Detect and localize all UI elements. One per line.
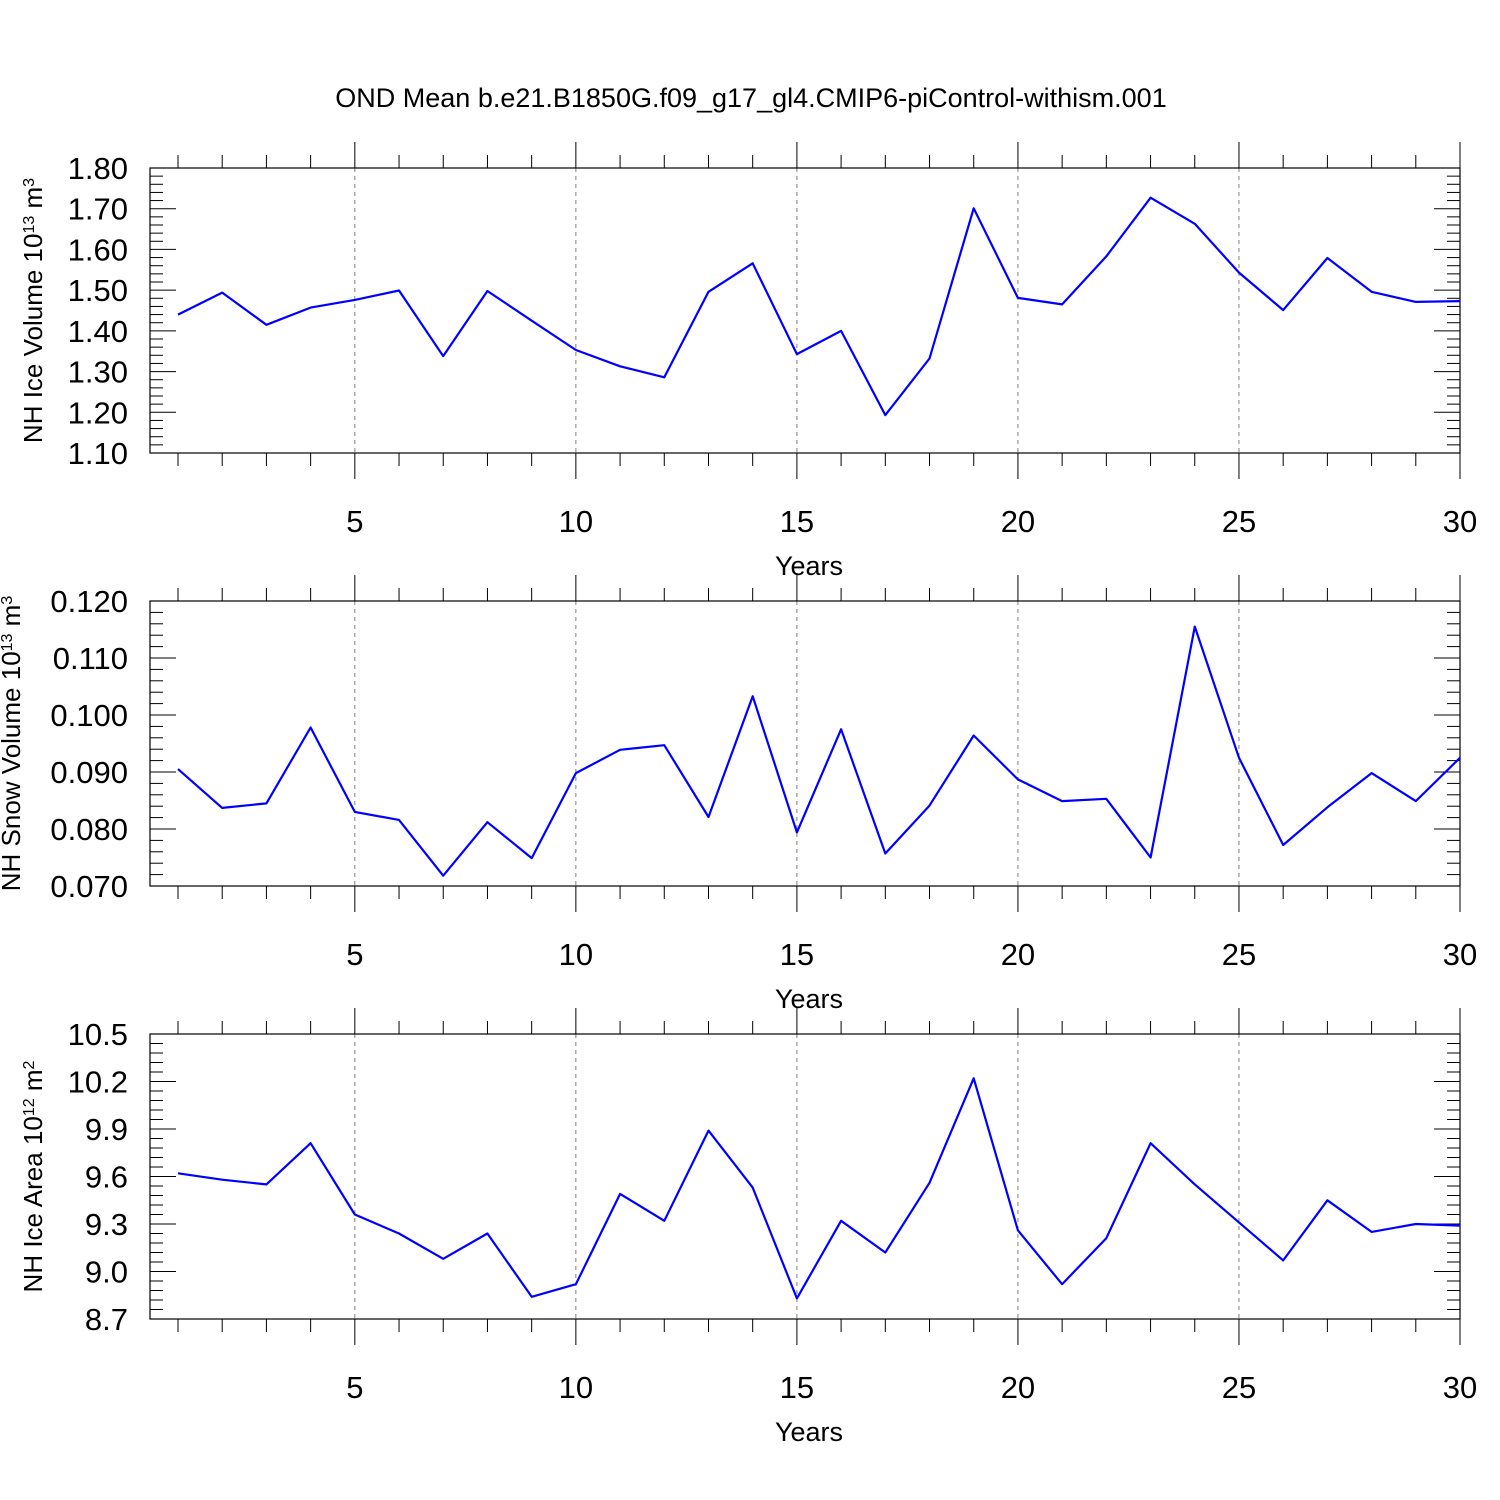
xtick-label: 20 <box>1001 1370 1035 1405</box>
xtick-label: 10 <box>559 1370 593 1405</box>
xtick-label: 25 <box>1222 504 1256 539</box>
y-axis-label-part: m <box>18 187 48 216</box>
plot-frame <box>149 1033 1461 1320</box>
y-axis-label: NH Snow Volume 1013 m3 <box>0 596 26 892</box>
y-axis-label: NH Ice Area 1012 m2 <box>18 1060 48 1292</box>
x-axis-label: Years <box>775 984 843 1014</box>
y-axis-label-superscript: 13 <box>0 633 16 651</box>
y-axis-label-part: NH Ice Volume 10 <box>18 234 48 444</box>
panel-snow-volume: 5 10 15 20 25 30 0.070 0.080 0.090 0.100 0.110 0.12… <box>0 575 1477 1014</box>
ytick-label: 1.40 <box>68 314 128 349</box>
series-line-ice-area <box>177 1077 1461 1300</box>
ytick-label: 10.5 <box>68 1017 128 1052</box>
ytick-label: 1.70 <box>68 192 128 227</box>
ytick-label: 8.7 <box>85 1302 128 1337</box>
ytick-label: 0.120 <box>50 584 128 619</box>
ytick-label: 1.30 <box>68 355 128 390</box>
ytick-label: 0.070 <box>50 869 128 904</box>
chart-title: OND Mean b.e21.B1850G.f09_g17_gl4.CMIP6-… <box>335 83 1166 113</box>
xtick-label: 30 <box>1443 937 1477 972</box>
y-axis-label-superscript: 12 <box>21 1098 38 1116</box>
xtick-label: 30 <box>1443 504 1477 539</box>
ytick-label: 9.6 <box>85 1160 128 1195</box>
ytick-label: 1.10 <box>68 436 128 471</box>
y-axis-label-superscript: 3 <box>21 178 38 187</box>
y-axis-label-part: m <box>18 1069 48 1098</box>
panel-ice-volume: 5 10 15 20 25 30 1.10 1.20 1.30 1.40 1.50 1.60 1.70 1… <box>18 142 1477 581</box>
ytick-label: 9.9 <box>85 1112 128 1147</box>
xtick-label: 5 <box>346 937 363 972</box>
y-axis-label-superscript: 13 <box>21 216 38 234</box>
ytick-label: 0.080 <box>50 812 128 847</box>
xtick-label: 15 <box>780 1370 814 1405</box>
xtick-label: 5 <box>346 504 363 539</box>
xtick-label: 15 <box>780 504 814 539</box>
ytick-label: 0.100 <box>50 698 128 733</box>
ytick-label: 9.3 <box>85 1207 128 1242</box>
ytick-label: 1.80 <box>68 151 128 186</box>
xtick-label: 10 <box>559 504 593 539</box>
xtick-label: 20 <box>1001 937 1035 972</box>
plot-frame <box>149 167 1461 454</box>
ytick-label: 1.60 <box>68 232 128 267</box>
x-axis-label: Years <box>775 1417 843 1447</box>
ytick-label: 9.0 <box>85 1255 128 1290</box>
x-axis-label: Years <box>775 551 843 581</box>
xtick-label: 10 <box>559 937 593 972</box>
plot-frame <box>149 600 1461 887</box>
y-axis-label-superscript: 2 <box>21 1060 38 1069</box>
y-axis-label: NH Ice Volume 1013 m3 <box>18 178 48 443</box>
xtick-label: 5 <box>346 1370 363 1405</box>
xtick-label: 15 <box>780 937 814 972</box>
series-line-snow-volume <box>177 625 1461 877</box>
ytick-label: 0.090 <box>50 755 128 790</box>
series-line-ice-volume <box>177 196 1461 417</box>
ytick-label: 1.50 <box>68 273 128 308</box>
ytick-label: 0.110 <box>53 641 128 676</box>
xtick-label: 30 <box>1443 1370 1477 1405</box>
panel-ice-area: 5 10 15 20 25 30 8.7 9.0 9.3 9.6 9.9 10.2 10.5 Years N… <box>18 1008 1477 1447</box>
xtick-label: 25 <box>1222 1370 1256 1405</box>
y-axis-label-part: NH Ice Area 10 <box>18 1116 48 1292</box>
xtick-label: 20 <box>1001 504 1035 539</box>
y-axis-label-part: m <box>0 605 26 634</box>
y-axis-label-part: NH Snow Volume 10 <box>0 651 26 891</box>
xtick-label: 25 <box>1222 937 1256 972</box>
y-axis-label-superscript: 3 <box>0 596 16 605</box>
ytick-label: 10.2 <box>68 1065 128 1100</box>
ytick-label: 1.20 <box>68 395 128 430</box>
